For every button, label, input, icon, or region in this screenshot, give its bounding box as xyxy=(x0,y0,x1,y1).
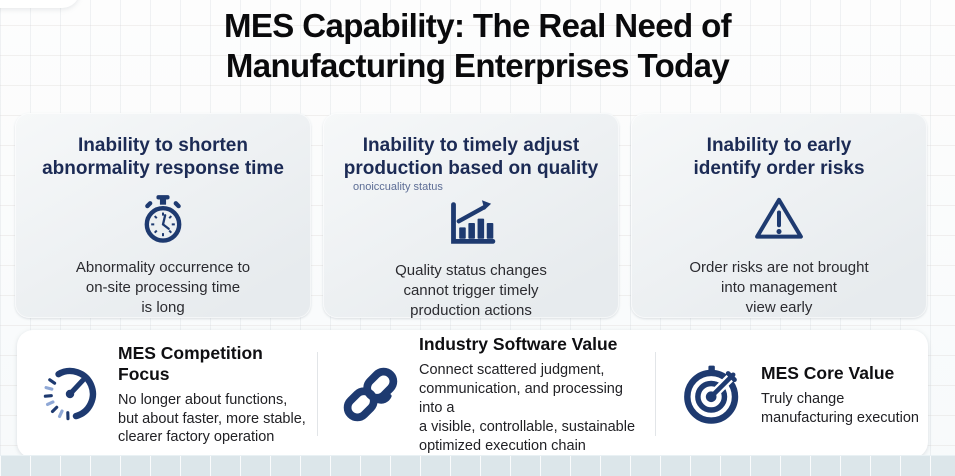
card-title: Inability to shorten abnormality respons… xyxy=(15,134,311,180)
card-title-line: Inability to early xyxy=(706,135,852,156)
footer-body-line: No longer about functions, xyxy=(118,391,288,408)
card-body-line: production actions xyxy=(410,302,532,320)
footer-item-title: MES Core Value xyxy=(761,362,895,383)
footer-divider xyxy=(317,352,318,436)
card-title-line: Inability to timely adjust xyxy=(362,135,580,156)
footer-item-title: Industry Software Value xyxy=(419,334,618,355)
footer-body-line: Connect scattered judgment, xyxy=(419,362,605,379)
card-body-line: Quality status changes xyxy=(395,262,547,280)
footer-body-line: clearer factory operation xyxy=(118,429,275,446)
card-body-line: on-site processing time xyxy=(85,279,241,297)
footer-item-industry-software-value: Industry Software Value Connect scattere… xyxy=(318,330,655,458)
footer-item-mes-core-value: MES Core Value Truly change manufacturin… xyxy=(656,330,928,458)
target-icon xyxy=(680,361,746,427)
card-body-line: Order risks are not brought xyxy=(689,259,869,277)
footer-item-title: MES Competition Focus xyxy=(118,342,263,384)
page-title-line: MES Capability: The Real Need of xyxy=(223,7,732,44)
card-subtitle: onoiccuality status xyxy=(353,181,443,194)
card-quality-adjustment: Inability to timely adjust production ba… xyxy=(323,113,619,321)
top-left-decoration xyxy=(0,0,80,8)
footer-body-line: optimized execution chain xyxy=(419,437,586,454)
bar-chart-icon xyxy=(323,195,619,251)
warning-triangle-icon xyxy=(631,191,927,248)
card-title-line: abnormality response time xyxy=(42,158,284,180)
footer-item-body: Connect scattered judgment, communicatio… xyxy=(419,361,647,455)
card-title-line: production based on quality xyxy=(343,158,599,180)
card-abnormality-response: Inability to shorten abnormality respons… xyxy=(15,113,311,318)
card-body-line: Abnormality occurrence to xyxy=(75,259,251,277)
footer-body-line: manufacturing execution xyxy=(761,409,919,426)
footer-item-body: No longer about functions, but about fas… xyxy=(118,391,309,448)
card-order-risks: Inability to early identify order risks … xyxy=(631,113,927,318)
footer-body-line: communication, and processing into a xyxy=(419,381,623,417)
page-title: MES Capability: The Real Need of Manufac… xyxy=(0,6,955,85)
page-title-line: Manufacturing Enterprises Today xyxy=(225,46,730,84)
problem-cards-row: Inability to shorten abnormality respons… xyxy=(15,113,927,321)
footer-item-text: Industry Software Value Connect scattere… xyxy=(419,332,647,455)
stopwatch-icon xyxy=(15,191,311,248)
card-body: Order risks are not brought into managem… xyxy=(631,258,927,318)
card-body-line: cannot trigger timely xyxy=(403,282,539,300)
card-title: Inability to early identify order risks xyxy=(631,134,927,180)
footer-body-line: a visible, controllable, sustainable xyxy=(419,418,636,435)
card-title-line: identify order risks xyxy=(693,158,865,180)
card-body-line: into management xyxy=(721,279,837,297)
card-body: Abnormality occurrence to on-site proces… xyxy=(15,258,311,318)
footer-item-mes-competition-focus: MES Competition Focus No longer about fu… xyxy=(17,330,317,458)
footer-item-text: MES Competition Focus No longer about fu… xyxy=(118,341,309,448)
chain-link-icon xyxy=(338,361,404,427)
footer-body-line: but about faster, more stable, xyxy=(118,410,306,427)
footer-item-text: MES Core Value Truly change manufacturin… xyxy=(761,361,919,428)
card-title: Inability to timely adjust production ba… xyxy=(323,134,619,180)
footer-divider xyxy=(655,352,656,436)
card-body: Quality status changes cannot trigger ti… xyxy=(323,261,619,321)
card-title-line: Inability to shorten xyxy=(78,135,248,156)
card-body-line: is long xyxy=(141,299,185,317)
value-summary-bar: MES Competition Focus No longer about fu… xyxy=(17,330,928,458)
card-body-line: view early xyxy=(745,299,813,317)
footer-item-body: Truly change manufacturing execution xyxy=(761,390,919,428)
gauge-icon xyxy=(37,361,103,427)
bottom-grid-strip xyxy=(0,455,955,476)
footer-body-line: Truly change xyxy=(761,390,845,407)
